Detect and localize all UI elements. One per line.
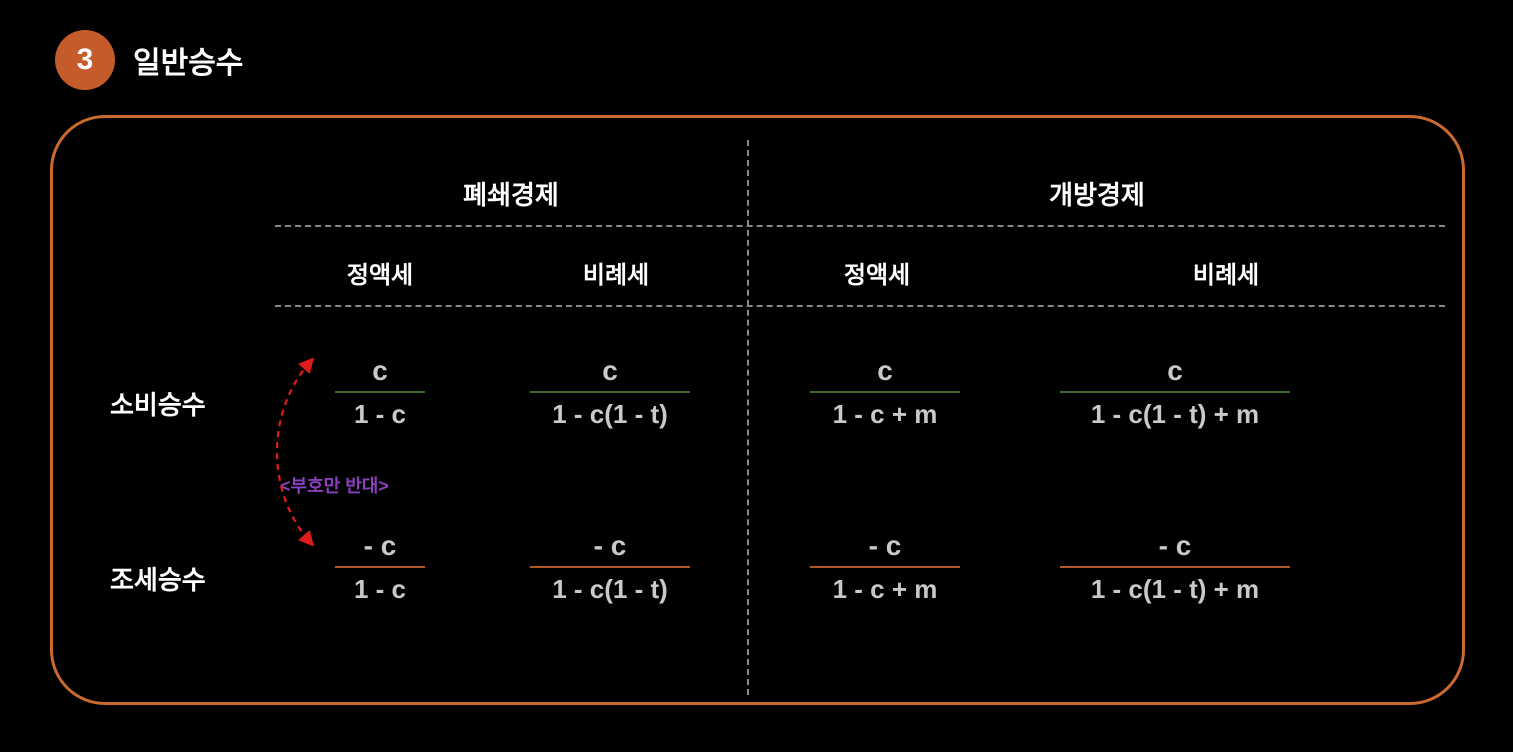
- divider-h1: [275, 225, 1445, 227]
- sub-header-3: 비례세: [1007, 255, 1445, 290]
- frac-r1c3: c 1 - c + m: [810, 355, 960, 430]
- col-header-open: 개방경제: [747, 175, 1447, 212]
- sign-flip-arrow: [248, 352, 328, 552]
- col-header-closed: 폐쇄경제: [275, 175, 747, 212]
- page-title: 일반승수: [133, 38, 243, 82]
- frac-r2c2: - c 1 - c(1 - t): [530, 530, 690, 605]
- sub-header-0: 정액세: [275, 255, 485, 290]
- frac-r2c3: - c 1 - c + m: [810, 530, 960, 605]
- frac-r1c4: c 1 - c(1 - t) + m: [1060, 355, 1290, 430]
- frac-r1c1: c 1 - c: [335, 355, 425, 430]
- sub-header-2: 정액세: [747, 255, 1007, 290]
- row-label-0: 소비승수: [110, 385, 206, 422]
- divider-vertical: [747, 140, 749, 695]
- section-number-badge: 3: [55, 30, 115, 90]
- frac-r2c4: - c 1 - c(1 - t) + m: [1060, 530, 1290, 605]
- divider-h2: [275, 305, 1445, 307]
- sub-header-1: 비례세: [485, 255, 747, 290]
- frac-r1c2: c 1 - c(1 - t): [530, 355, 690, 430]
- frac-r2c1: - c 1 - c: [335, 530, 425, 605]
- row-label-1: 조세승수: [110, 560, 206, 597]
